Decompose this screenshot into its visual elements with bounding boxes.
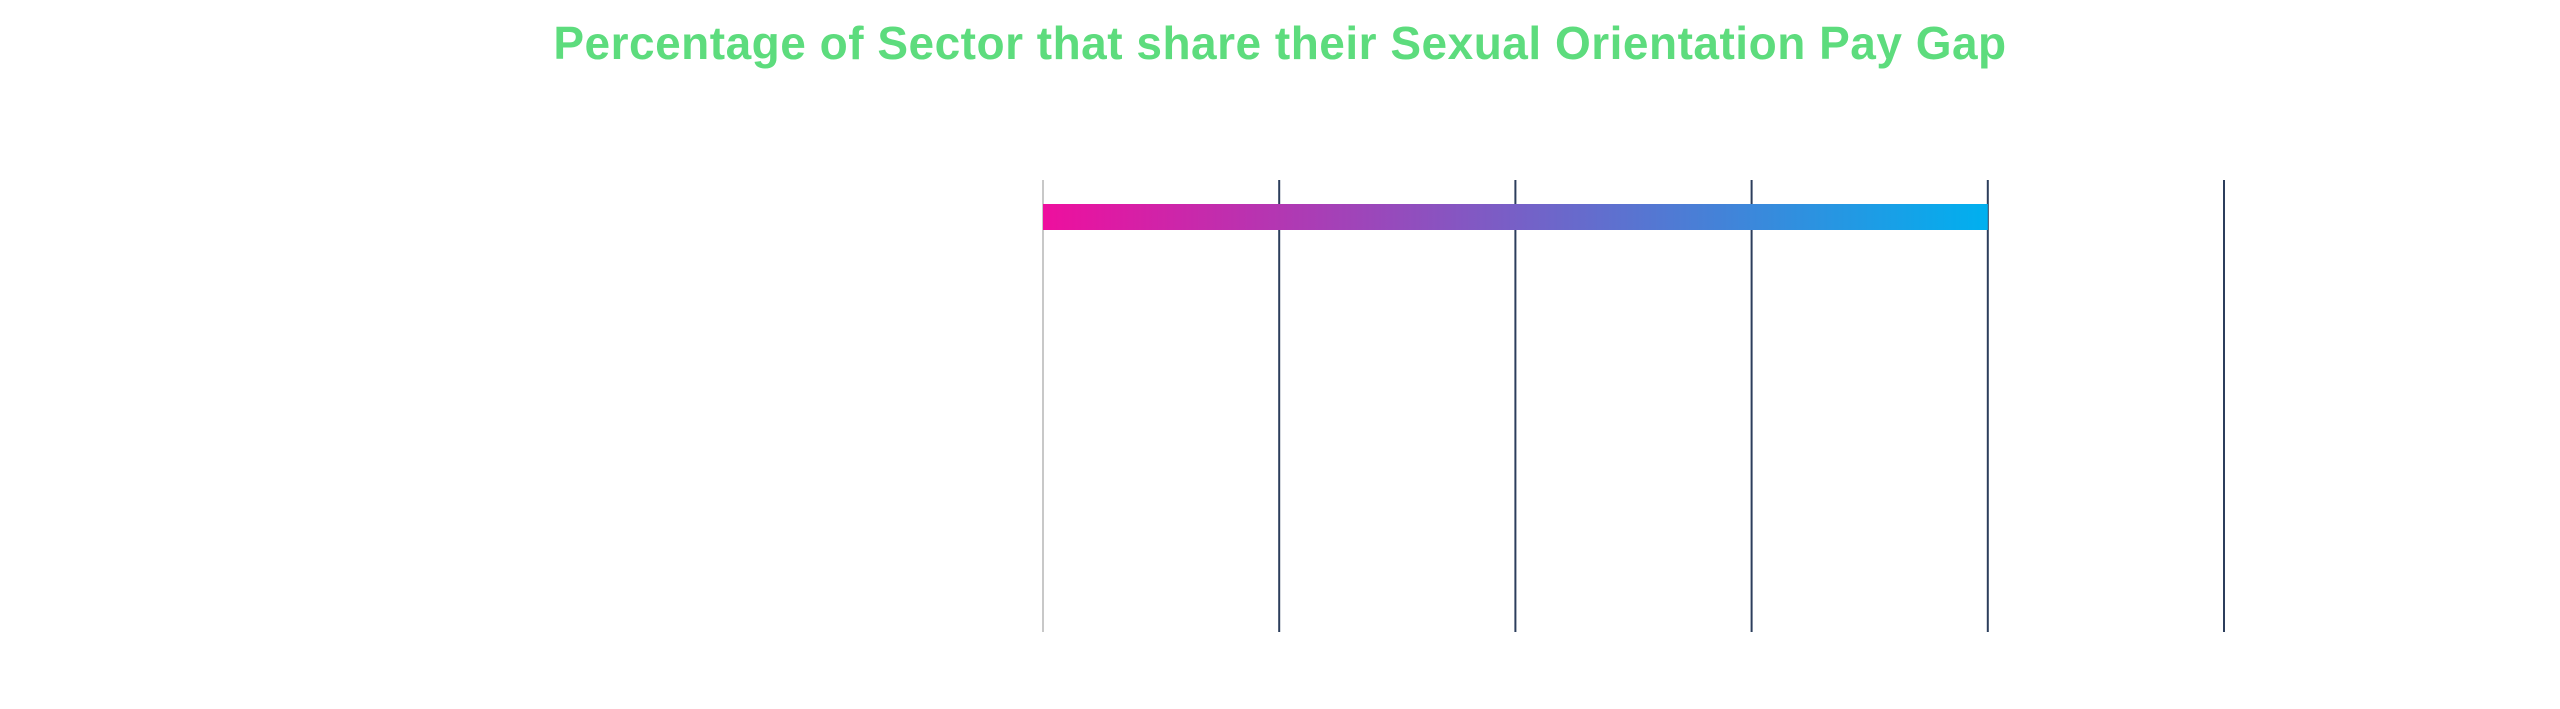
bars [1043,204,1988,230]
bar [1043,204,1988,230]
gridlines [1042,180,2225,632]
chart-title: Percentage of Sector that share their Se… [553,17,2007,69]
